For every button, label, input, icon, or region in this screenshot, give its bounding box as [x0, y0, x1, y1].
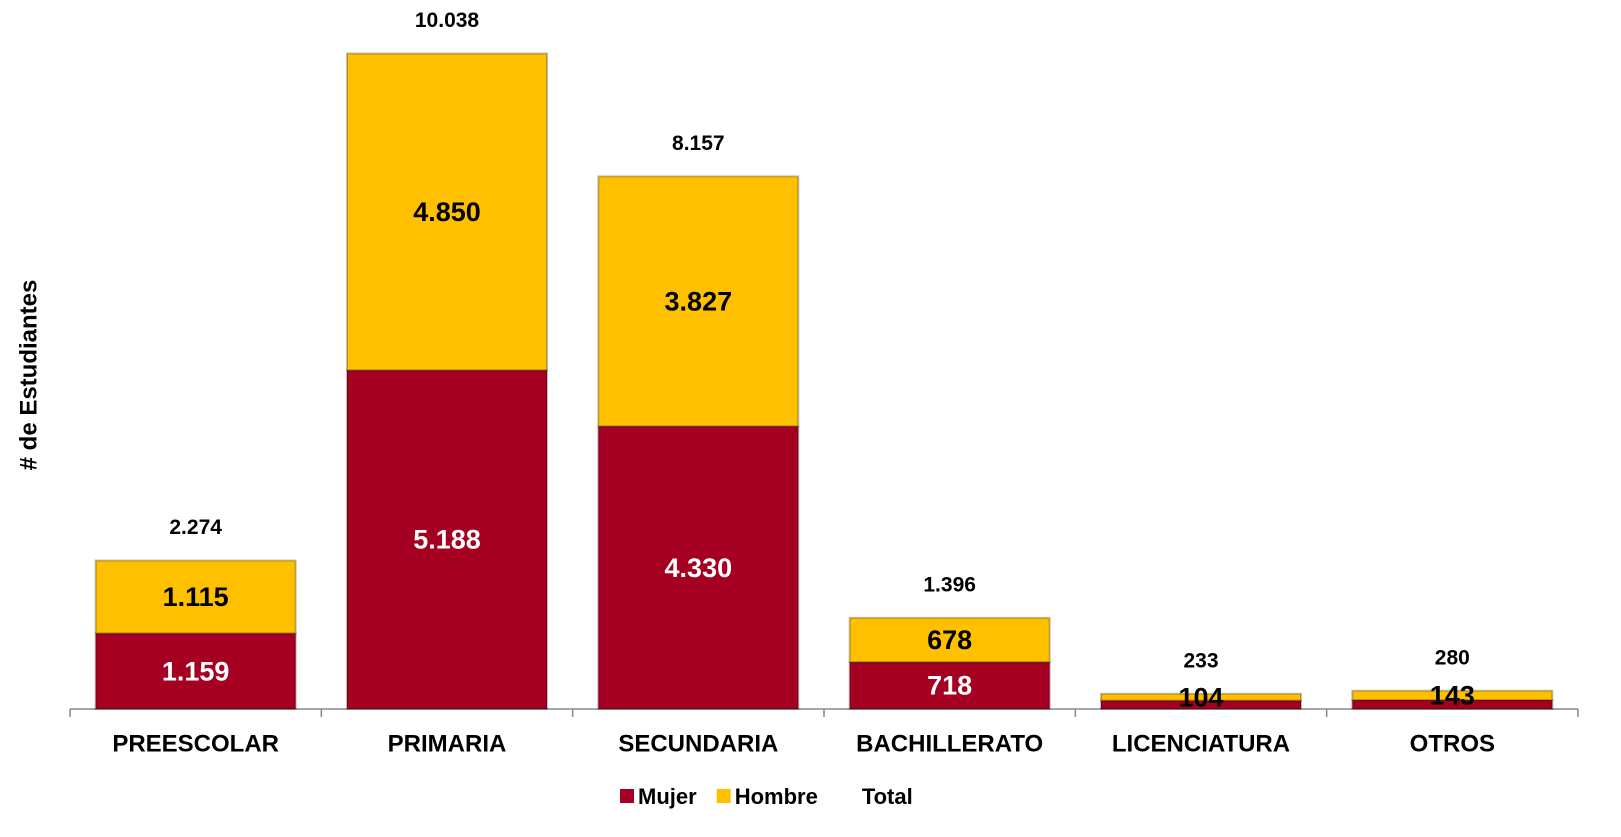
- x-tick-label: PREESCOLAR: [112, 730, 279, 757]
- bar-segment: [597, 175, 800, 428]
- legend-label: Total: [862, 784, 913, 809]
- total-label: 2.274: [169, 516, 222, 539]
- value-label: 678: [927, 625, 972, 655]
- x-tick-label: BACHILLERATO: [856, 730, 1043, 757]
- x-tick-label: SECUNDARIA: [618, 730, 778, 757]
- legend-label: Mujer: [638, 784, 697, 809]
- bar-segment: [94, 632, 297, 711]
- x-tick-label: OTROS: [1410, 730, 1495, 757]
- total-label: 280: [1435, 646, 1470, 669]
- value-label: 143: [1430, 681, 1475, 711]
- value-label: 104: [1178, 682, 1223, 712]
- bar-segment: [1100, 692, 1302, 702]
- value-label: 1.115: [163, 582, 229, 612]
- value-label: 5.188: [413, 525, 481, 555]
- legend-swatch: [716, 789, 731, 803]
- bar-segment: [848, 661, 1051, 711]
- value-label: 4.330: [665, 553, 733, 583]
- value-label: 4.850: [413, 197, 481, 227]
- total-label: 233: [1183, 649, 1218, 672]
- x-tick-label: LICENCIATURA: [1112, 730, 1290, 757]
- bar-segment: [597, 425, 800, 710]
- total-label: 1.396: [923, 573, 976, 596]
- legend-swatch: [620, 789, 634, 803]
- total-label: 10.038: [415, 9, 480, 32]
- y-axis-label: # de Estudiantes: [15, 280, 42, 471]
- bar-segment: [1351, 689, 1554, 702]
- x-tick-label: PRIMARIA: [388, 730, 507, 757]
- bar-segment: [848, 616, 1051, 664]
- value-label: 3.827: [665, 286, 733, 316]
- bar-segment: [94, 559, 297, 635]
- value-label: 718: [927, 671, 972, 701]
- bar-segment: [346, 369, 548, 710]
- bar-segment: [346, 52, 548, 372]
- value-label: 1.159: [162, 656, 230, 686]
- legend-label: Hombre: [735, 784, 818, 809]
- total-label: 8.157: [672, 132, 725, 155]
